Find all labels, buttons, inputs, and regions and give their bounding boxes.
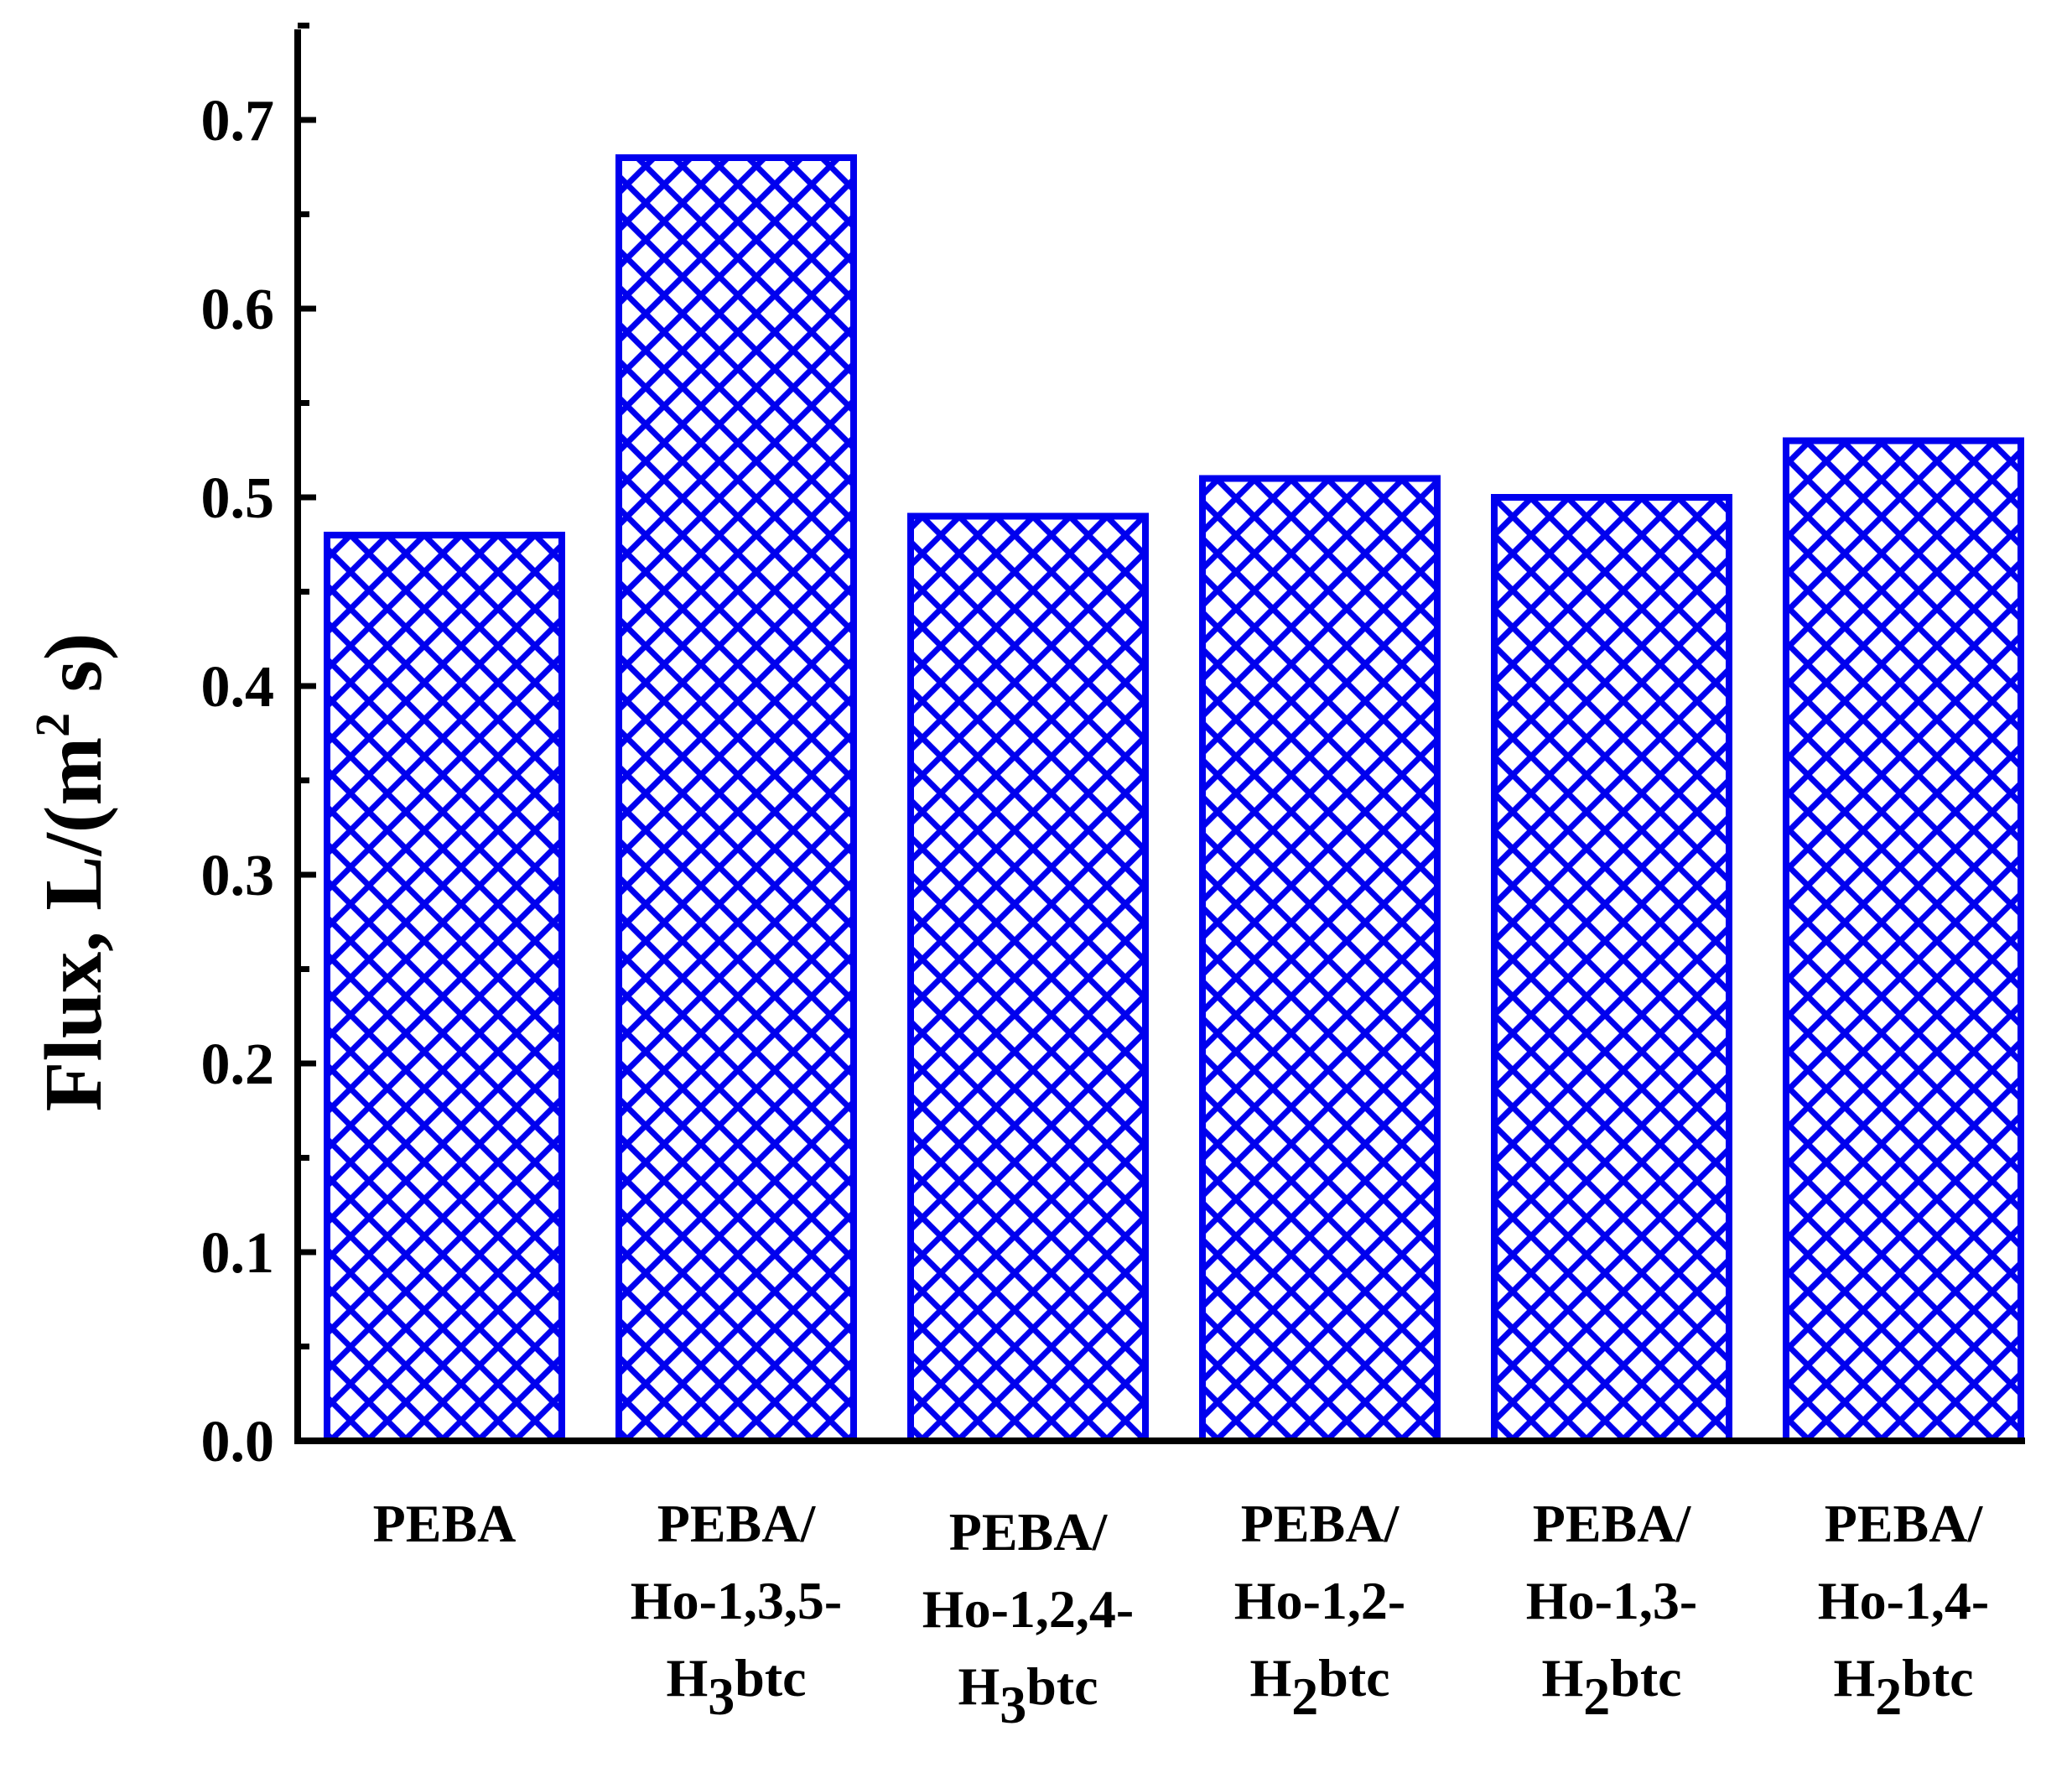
x-category-label: PEBA/ [657, 1494, 817, 1553]
y-tick-label: 0.4 [201, 655, 275, 720]
y-tick-label: 0.3 [201, 844, 275, 908]
x-category-label: Ho-1,3- [1526, 1571, 1697, 1630]
bar [324, 532, 565, 1444]
x-category-label: H2btc [1541, 1648, 1681, 1726]
bar [1783, 437, 2024, 1444]
axes-group [294, 29, 2025, 1444]
x-category-label: H3btc [958, 1656, 1098, 1734]
bar [1491, 494, 1732, 1444]
x-category-labels: PEBA PEBA/Ho-1,3,5- H3btc PEBA/Ho-1,2,4- H3b… [373, 1494, 1990, 1734]
x-category-label: H3btc [666, 1648, 806, 1726]
y-tick-label: 0.2 [201, 1032, 275, 1097]
bar [907, 512, 1149, 1444]
x-category-label: H2btc [1833, 1648, 1973, 1726]
y-tick-label: 0.6 [201, 278, 275, 342]
x-category-label: H2btc [1249, 1648, 1389, 1726]
x-category-label: PEBA/ [949, 1502, 1109, 1562]
x-category-label: PEBA/ [1241, 1494, 1400, 1553]
x-category-label: Ho-1,4- [1818, 1571, 1989, 1630]
y-ticks-group: 0.0 0.1 0.2 0.3 0.4 0.5 0.6 0.7 [201, 23, 316, 1474]
bars-group [324, 154, 2024, 1444]
x-category-label: PEBA [373, 1494, 517, 1553]
x-category-label: PEBA/ [1825, 1494, 1984, 1553]
bar [1199, 475, 1441, 1444]
y-axis-title: Flux, L/(m2 s) [25, 633, 119, 1112]
y-tick-label: 0.5 [201, 466, 275, 531]
bar [615, 154, 857, 1444]
y-tick-label: 0.0 [201, 1410, 275, 1474]
x-category-label: PEBA/ [1533, 1494, 1692, 1553]
y-tick-label: 0.1 [201, 1221, 275, 1286]
x-category-label: Ho-1,2- [1234, 1571, 1405, 1630]
x-category-label: Ho-1,2,4- [922, 1579, 1134, 1639]
x-category-label: Ho-1,3,5- [631, 1571, 842, 1630]
y-tick-label: 0.7 [201, 89, 275, 153]
